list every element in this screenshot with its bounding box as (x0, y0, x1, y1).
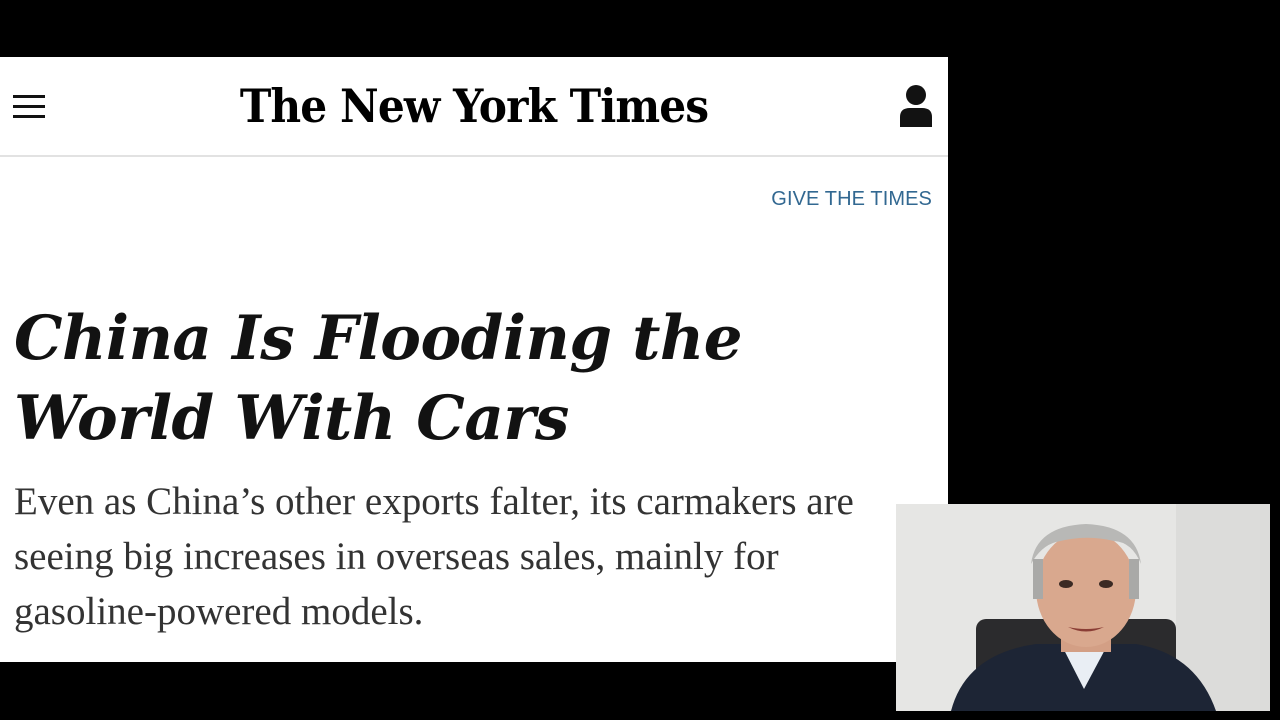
user-account-icon[interactable] (898, 83, 934, 129)
masthead-logo[interactable]: The New York Times (239, 79, 709, 133)
hamburger-menu-icon[interactable] (13, 95, 45, 119)
give-the-times-link[interactable]: GIVE THE TIMES (771, 188, 932, 210)
article-summary: Even as China’s other exports falter, it… (14, 480, 854, 633)
article-headline: China Is Flooding the World With Cars (14, 303, 743, 454)
webcam-video-feed (896, 504, 1270, 711)
masthead-bar: The New York Times (0, 57, 948, 157)
article-page: The New York Times GIVE THE TIMES China … (0, 57, 948, 662)
